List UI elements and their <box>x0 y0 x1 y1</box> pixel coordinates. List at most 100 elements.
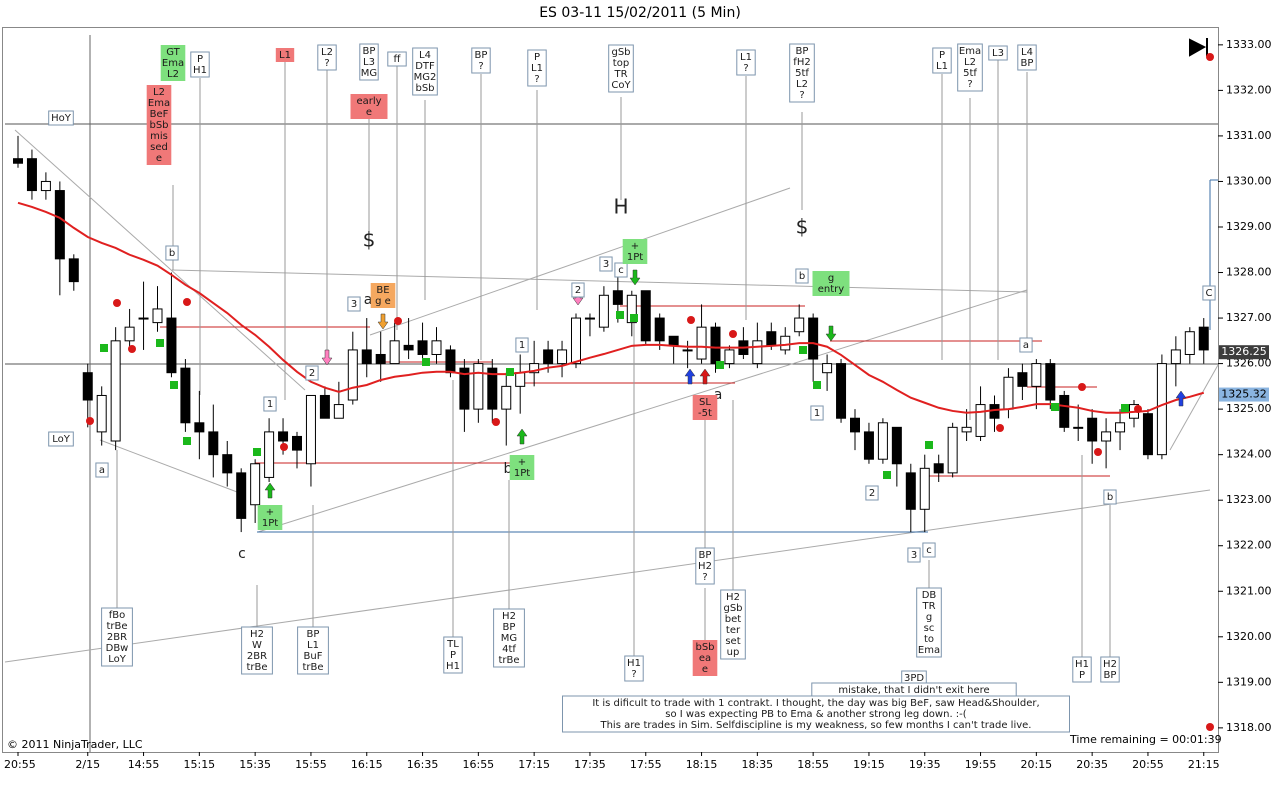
x-tick-label: 16:15 <box>351 758 383 771</box>
annotation: 3 <box>907 547 921 563</box>
annotation-box <box>571 282 585 298</box>
annotation-text: P <box>1079 670 1085 681</box>
annotation-text: L2 <box>321 47 333 58</box>
candle-body <box>68 258 79 283</box>
annotation-text: + <box>518 457 526 468</box>
annotation-text: sed <box>150 142 168 153</box>
annotation-text: H1 <box>446 661 460 672</box>
annotation: L1 <box>275 48 295 62</box>
x-tick-label: 18:55 <box>797 758 829 771</box>
candle-body <box>598 294 609 328</box>
candle-body <box>822 363 833 374</box>
annotation-text: BP <box>307 629 320 640</box>
x-tick-label: 19:35 <box>909 758 941 771</box>
annotation-box <box>160 45 186 81</box>
annotation-box <box>297 626 329 675</box>
price-marker <box>1219 345 1269 360</box>
annotation-text: mistake, that I didn't exit here <box>838 685 989 696</box>
candle-body <box>780 335 791 351</box>
signal-square <box>506 368 514 376</box>
x-tick-label: 19:55 <box>965 758 997 771</box>
annotation-box <box>1072 656 1092 683</box>
candle-body <box>180 367 191 424</box>
annotation-text: 1 <box>519 340 525 351</box>
annotation-box <box>101 607 133 667</box>
annotation-text: c <box>618 265 624 276</box>
candle-body <box>863 431 874 460</box>
candle-body <box>473 363 484 410</box>
signal-dot <box>183 298 191 306</box>
signal-dot <box>394 317 402 325</box>
candle-body <box>152 308 163 324</box>
annotation-box <box>257 505 283 530</box>
annotation: b <box>165 245 179 261</box>
candle-body <box>668 335 679 346</box>
chart-title: ES 03-11 15/02/2011 (5 Min) <box>539 5 741 21</box>
signal-dot <box>280 443 288 451</box>
annotation-box <box>412 47 438 96</box>
annotation-text: BeF <box>150 109 169 120</box>
annotation: 2 <box>305 365 319 381</box>
annotation-box <box>736 49 756 76</box>
candle-body <box>445 349 456 374</box>
annotation-text: BP <box>796 46 809 57</box>
candle-body <box>26 158 37 192</box>
annotation-text: H2 <box>502 611 516 622</box>
arrow <box>629 269 641 286</box>
annotation-box <box>812 271 850 296</box>
annotation: a <box>95 462 109 478</box>
candle-body <box>557 349 568 365</box>
annotation-box <box>957 43 983 92</box>
signal-square <box>616 311 624 319</box>
annotation-box <box>146 85 172 165</box>
annotation-text: e <box>366 107 372 118</box>
candle-body <box>891 426 902 465</box>
x-tick-label: 17:15 <box>518 758 550 771</box>
signal-square <box>630 314 638 322</box>
annotation-text: Ema <box>918 645 940 656</box>
annotation: 1 <box>810 405 824 421</box>
annotation-box <box>370 283 396 308</box>
candle-body <box>836 363 847 419</box>
annotation: L1? <box>736 49 756 76</box>
price-marker-label: 1325.32 <box>1221 388 1267 401</box>
copyright: © 2011 NinjaTrader, LLC <box>7 738 143 751</box>
annotation-text: + <box>631 241 639 252</box>
annotation-text: MG <box>501 633 517 644</box>
annotation-text: set <box>725 636 740 647</box>
annotation-text: top <box>613 58 629 69</box>
annotation: It is dificult to trade with 1 contrakt.… <box>562 695 1070 733</box>
trend-line <box>14 129 306 391</box>
candle-body <box>124 326 135 342</box>
annotation-box <box>493 608 525 668</box>
candle-body <box>682 349 693 352</box>
signal-square <box>183 437 191 445</box>
candle-body <box>1184 331 1195 355</box>
annotation-text: -5t <box>698 408 712 419</box>
annotation-text: 4tf <box>502 644 516 655</box>
decorations <box>4 35 1219 752</box>
annotation-text: ? <box>534 74 539 85</box>
annotation: PL1? <box>527 49 547 87</box>
candle-body <box>375 353 386 365</box>
plot-frame <box>2 27 1219 753</box>
annotation-text: g e <box>375 296 391 307</box>
candle-body <box>1059 394 1070 428</box>
candle-body <box>961 426 972 433</box>
annotation-box <box>907 547 921 563</box>
annotation: 1 <box>263 396 277 412</box>
annotation-text: $ <box>796 215 809 239</box>
candle-body <box>975 404 986 437</box>
annotation-text: Ema <box>162 58 184 69</box>
y-tick-label: 1322.00 <box>1226 539 1272 552</box>
annotation-text: L1 <box>740 52 752 63</box>
annotation-text: BP <box>503 622 516 633</box>
signal-dot <box>1078 383 1086 391</box>
annotation-box <box>387 51 407 67</box>
